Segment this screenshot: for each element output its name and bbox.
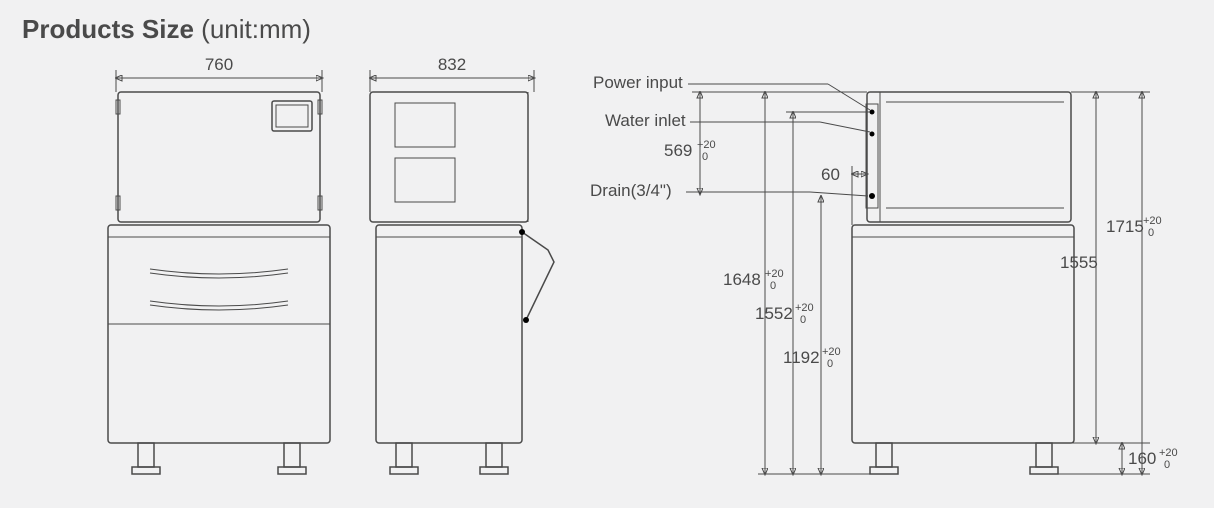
tol-1648-up: +20 [765,268,784,280]
port-power [870,110,875,115]
front-view: 760 [108,55,330,474]
tol-160-up: +20 [1159,447,1178,459]
tol-1715-up: +20 [1143,215,1162,227]
dim-832: 832 [438,55,466,74]
tol-1192-up: +20 [822,346,841,358]
dim-569: 569 [664,141,692,160]
front-leg-left [132,443,160,474]
label-water: Water inlet [605,111,686,130]
diagram-svg: 760 832 [0,0,1214,508]
label-power: Power input [593,73,683,92]
tol-1552-dn: 0 [800,314,806,326]
dim-60: 60 [821,165,840,184]
dim-160: 160 [1128,449,1156,468]
dim-760: 760 [205,55,233,74]
rear-view: Power input Water inlet Drain(3/4") 569 … [590,73,1178,474]
side-leg-right [480,443,508,474]
port-water [870,132,875,137]
dim-1648: 1648 [723,270,761,289]
rear-base-body [852,225,1074,443]
side-leg-left [390,443,418,474]
front-leg-right [278,443,306,474]
tol-1192-dn: 0 [827,358,833,370]
dim-1192: 1192 [783,348,820,367]
dim-1552: 1552 [755,304,793,323]
rear-leg-right [1030,443,1058,474]
dim-1555: 1555 [1060,253,1098,272]
vent-lower [395,158,455,202]
rear-top-body [867,92,1071,222]
rear-leg-left [870,443,898,474]
label-drain: Drain(3/4") [590,181,672,200]
front-base-body [108,225,330,443]
dim-1715: 1715 [1106,217,1144,236]
tol-569-dn: 0 [702,151,708,163]
front-handle-1 [150,269,288,274]
side-arm [522,232,554,320]
front-handle-2 [150,301,288,306]
port-drain [869,193,875,199]
side-base-body [376,225,522,443]
tol-1648-dn: 0 [770,280,776,292]
tol-1552-up: +20 [795,302,814,314]
vent-upper [395,103,455,147]
tol-1715-dn: 0 [1148,227,1154,239]
front-top-body [118,92,320,222]
tol-160-dn: 0 [1164,459,1170,471]
tol-569-up: +20 [697,139,716,151]
side-view: 832 [370,55,554,474]
